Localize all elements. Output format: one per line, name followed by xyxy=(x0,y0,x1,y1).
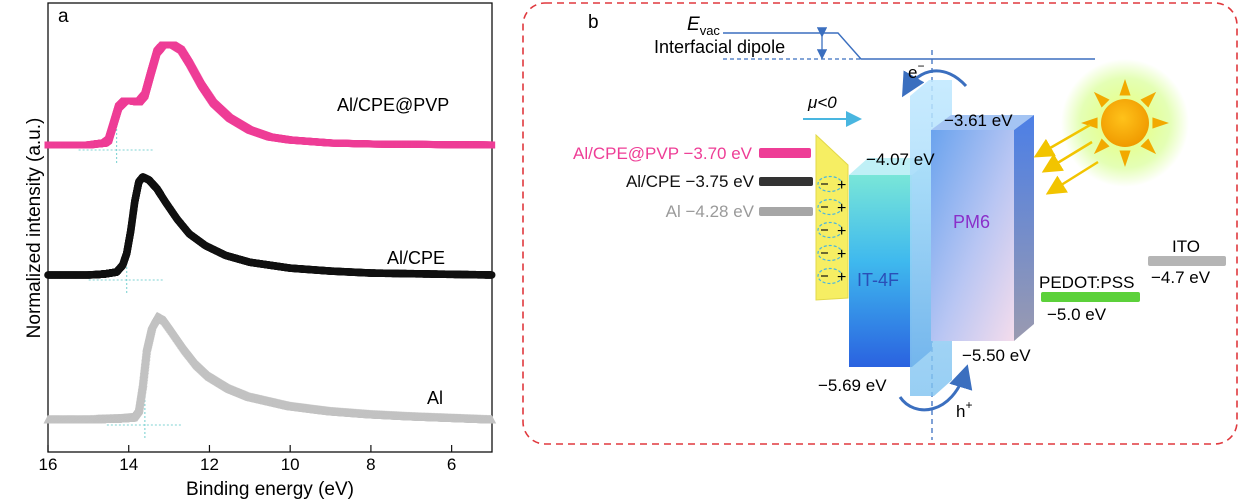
data-point xyxy=(487,414,497,424)
interfacial-dipole-label: Interfacial dipole xyxy=(654,37,785,57)
pm6-name: PM6 xyxy=(953,212,990,232)
sun-icon xyxy=(1061,59,1189,187)
pm6-lumo: −3.61 eV xyxy=(944,111,1013,130)
panel-a-label: a xyxy=(58,6,69,27)
dipole-layer xyxy=(815,133,849,301)
pedot-level: PEDOT:PSS −5.0 eV xyxy=(1039,273,1140,324)
data-point xyxy=(488,141,496,149)
cathode-label-al-cpe-pvp: Al/CPE@PVP −3.70 eV xyxy=(573,144,753,163)
pm6-block: PM6 xyxy=(931,115,1034,341)
sun-ray xyxy=(1140,138,1157,155)
x-tick-label: 6 xyxy=(447,455,456,474)
y-axis-label: Normalized intensity (a.u.) xyxy=(24,118,45,339)
vacuum-level: Evac Interfacial dipole xyxy=(654,14,1095,60)
sun-ray xyxy=(1152,117,1169,129)
sun-ray xyxy=(1093,91,1110,108)
sun-ray xyxy=(1140,91,1157,108)
evac-label: Evac xyxy=(687,14,720,38)
x-tick-label: 14 xyxy=(119,455,138,474)
sun-ray xyxy=(1119,150,1131,167)
x-tick-label: 16 xyxy=(39,455,58,474)
data-point xyxy=(487,271,496,279)
hole-label: h+ xyxy=(956,398,972,421)
ito-level: ITO −4.7 eV xyxy=(1148,237,1226,287)
pedot-name: PEDOT:PSS xyxy=(1039,273,1134,292)
ito-name: ITO xyxy=(1172,237,1200,256)
cathode-al-cpe-pvp: Al/CPE@PVP −3.70 eV xyxy=(573,144,811,163)
panel-b: b Evac Interfacial dipole μ<0 + + + + + IT-4… xyxy=(522,2,1238,445)
hole-transfer-arrow xyxy=(898,364,973,412)
panel-a-frame xyxy=(47,2,493,453)
it4f-homo: −5.69 eV xyxy=(818,376,887,395)
dipole-ellipse xyxy=(817,198,843,216)
cathode-al: Al −4.28 eV xyxy=(666,202,813,221)
cathode-label-al: Al −4.28 eV xyxy=(666,202,755,221)
pedot-value: −5.0 eV xyxy=(1047,305,1107,324)
sun-ray xyxy=(1093,138,1110,155)
mu-label: μ<0 xyxy=(807,93,837,112)
ito-value: −4.7 eV xyxy=(1151,268,1211,287)
series-al-cpe-pvp xyxy=(44,41,496,149)
electron-label: e− xyxy=(908,59,924,82)
panel-b-label: b xyxy=(588,12,599,33)
series-al-cpe xyxy=(44,173,496,279)
x-tick-label: 12 xyxy=(200,455,219,474)
dipole-ellipse xyxy=(817,244,843,262)
evac-line xyxy=(723,32,1095,60)
plus-sign: + xyxy=(837,177,846,194)
panel-a: a 16 14 12 10 8 6 Al/CPE@PVP Al/CPE Al Bindin… xyxy=(24,2,497,500)
sun-ray xyxy=(1119,79,1131,96)
x-axis-label: Binding energy (eV) xyxy=(186,479,354,500)
dipole-ellipse xyxy=(817,175,843,193)
x-tick-label: 10 xyxy=(281,455,300,474)
dipole-ellipse xyxy=(817,267,843,285)
pm6-homo: −5.50 eV xyxy=(962,346,1031,365)
panel-b-frame xyxy=(522,2,1238,445)
it4f-lumo: −4.07 eV xyxy=(866,150,935,169)
sun-ray xyxy=(1081,117,1098,129)
series-label-al-cpe-pvp: Al/CPE@PVP xyxy=(337,95,449,115)
plus-sign: + xyxy=(837,269,846,286)
electron-transfer-arrow xyxy=(901,69,968,98)
series-label-al-cpe: Al/CPE xyxy=(387,248,445,268)
plus-sign: + xyxy=(837,246,846,263)
series-al xyxy=(43,312,497,424)
x-tick-label: 8 xyxy=(366,455,375,474)
it4f-name: IT-4F xyxy=(857,270,899,290)
series-label-al: Al xyxy=(427,388,443,408)
plus-sign: + xyxy=(837,223,846,240)
xps-series xyxy=(43,41,497,424)
cathode-label-al-cpe: Al/CPE −3.75 eV xyxy=(626,172,755,191)
plus-sign: + xyxy=(837,200,846,217)
light-arrows xyxy=(1033,123,1099,195)
dipole-ellipses: + + + + + xyxy=(817,175,846,286)
x-axis-ticks: 16 14 12 10 8 6 xyxy=(39,445,456,474)
cathode-al-cpe: Al/CPE −3.75 eV xyxy=(626,172,813,191)
dipole-ellipse xyxy=(817,221,843,239)
